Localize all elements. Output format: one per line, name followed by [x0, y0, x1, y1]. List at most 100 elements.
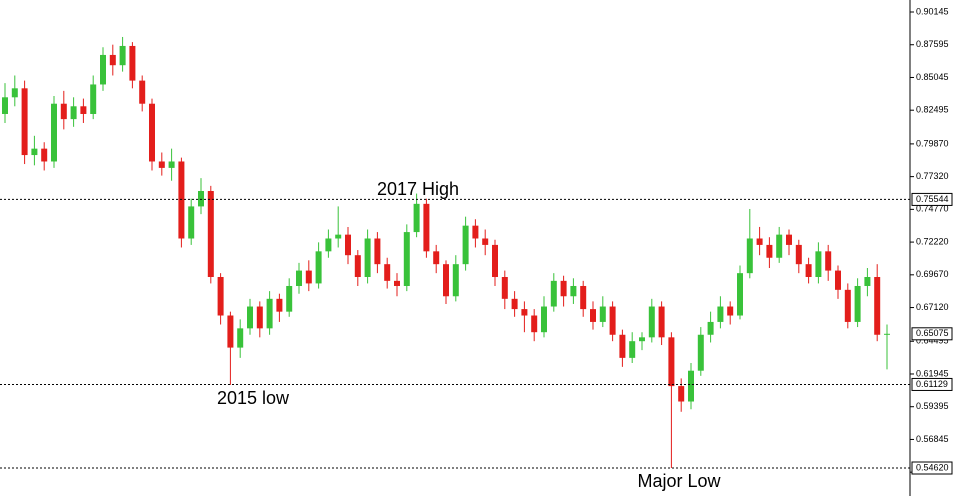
candle-body	[815, 251, 822, 278]
level-label: 0.75544	[916, 194, 949, 204]
candle-body	[276, 298, 283, 312]
candle-body	[433, 251, 440, 265]
annotation: Major Low	[637, 471, 721, 491]
candle-body	[305, 270, 312, 284]
candle-body	[570, 285, 577, 297]
candle-body	[315, 251, 322, 284]
candle-body	[237, 328, 244, 348]
candle-body	[21, 88, 28, 156]
candle-body	[41, 148, 48, 162]
level-label: 0.61129	[916, 379, 948, 389]
candle-body	[737, 273, 743, 316]
candle-body	[639, 337, 645, 342]
candle-body	[550, 280, 557, 307]
candle-body	[60, 103, 67, 120]
y-tick-label: 0.77320	[916, 171, 949, 181]
candle-body	[119, 45, 126, 66]
candle-body	[158, 161, 165, 168]
candle-body	[335, 234, 342, 239]
candle-body	[266, 298, 273, 329]
annotation: 2015 low	[217, 388, 290, 408]
candle-body	[786, 234, 792, 245]
last-price-box	[911, 327, 953, 341]
candle-body	[286, 285, 293, 312]
candle-body	[795, 244, 802, 265]
candle-body	[874, 277, 881, 335]
y-tick-label: 0.87595	[916, 39, 949, 49]
y-tick-label: 0.74770	[916, 204, 949, 214]
candle-body	[139, 80, 146, 104]
candle-body	[374, 238, 381, 265]
candle-body	[462, 225, 469, 265]
candle-body	[443, 264, 449, 297]
candle-body	[805, 264, 812, 278]
candle-body	[345, 234, 351, 256]
candle-body	[109, 54, 116, 66]
y-tick-label: 0.82495	[916, 105, 949, 115]
candle-body	[835, 270, 841, 290]
candle-body	[541, 306, 547, 333]
y-tick-label: 0.61945	[916, 368, 949, 378]
annotation: 2017 High	[377, 179, 459, 199]
candle-body	[609, 306, 616, 335]
candle-body	[501, 277, 508, 299]
candle-body	[198, 191, 204, 207]
candle-body	[384, 264, 391, 281]
candle-body	[482, 238, 489, 245]
candle-body	[580, 285, 587, 310]
level-box	[911, 377, 953, 391]
candle-body	[531, 315, 538, 333]
y-tick-label: 0.79870	[916, 138, 949, 148]
candle-body	[178, 161, 185, 239]
candle-body	[325, 238, 332, 252]
y-tick-label: 0.56845	[916, 434, 949, 444]
candle-body	[413, 203, 420, 233]
candle-body	[227, 315, 234, 348]
candle-body	[168, 161, 175, 168]
y-tick-label: 0.59395	[916, 401, 949, 411]
y-tick-label: 0.72220	[916, 236, 949, 246]
candle-body	[825, 251, 832, 271]
y-tick-label: 0.69670	[916, 269, 949, 279]
candle-body	[296, 270, 302, 286]
candle-body	[884, 333, 890, 335]
candle-body	[707, 321, 714, 335]
candle-body	[354, 255, 361, 278]
candle-body	[129, 45, 136, 81]
candle-body	[217, 277, 224, 316]
candle-body	[11, 88, 18, 98]
level-label: 0.54620	[916, 462, 949, 472]
candle-body	[207, 191, 214, 278]
candle-body	[188, 206, 195, 239]
candle-body	[452, 264, 459, 297]
candle-body	[599, 306, 606, 322]
candle-body	[756, 238, 763, 245]
y-tick-label: 0.85045	[916, 72, 949, 82]
candle-body	[560, 280, 567, 297]
candle-body	[648, 306, 655, 338]
candle-body	[678, 386, 685, 402]
candle-body	[727, 306, 734, 316]
candle-body	[864, 277, 871, 286]
candle-body	[746, 238, 753, 274]
y-tick-label: 0.67120	[916, 302, 949, 312]
candle-body	[90, 84, 97, 114]
candle-body	[492, 244, 498, 278]
candle-body	[403, 232, 410, 286]
candle-body	[668, 337, 675, 387]
level-box	[911, 461, 953, 475]
candle-body	[256, 306, 263, 329]
y-tick-label: 0.64495	[916, 336, 949, 346]
candle-body	[472, 225, 479, 239]
candle-body	[511, 298, 518, 310]
candle-body	[688, 370, 694, 402]
candle-body	[766, 244, 773, 258]
candle-body	[247, 306, 253, 329]
candle-body	[717, 306, 724, 322]
level-box	[911, 192, 953, 206]
candle-body	[149, 103, 155, 162]
candle-body	[521, 309, 528, 316]
last-price-label: 0.65075	[916, 328, 949, 338]
candle-body	[364, 238, 371, 278]
